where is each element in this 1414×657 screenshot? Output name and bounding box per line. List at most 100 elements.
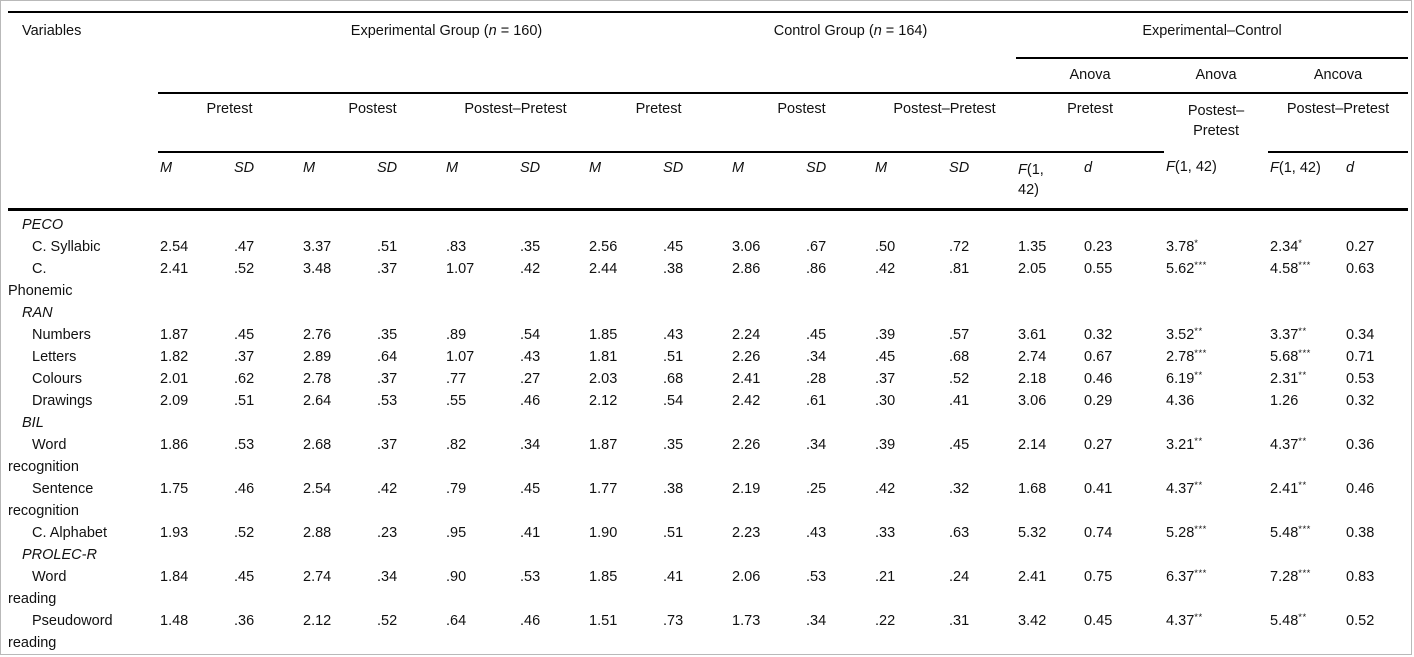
- value-cell: 6.19**: [1166, 370, 1203, 387]
- value-cell: 4.37**: [1166, 480, 1203, 497]
- row-label: Sentence recognition: [8, 481, 94, 519]
- m-header-1: M: [158, 152, 232, 211]
- value-cell: 2.42: [732, 393, 761, 409]
- significance-stars: ***: [1194, 524, 1207, 535]
- significance-stars: **: [1298, 326, 1307, 337]
- sd-header-1: SD: [232, 152, 301, 211]
- sd-header-4: SD: [661, 152, 731, 211]
- value-cell: 0.83: [1346, 569, 1375, 585]
- value-cell: 2.26: [732, 437, 761, 453]
- group-label: PECO: [22, 217, 64, 233]
- value-cell: 2.14: [1018, 437, 1047, 453]
- value-cell: .81: [949, 261, 970, 277]
- significance-stars: ***: [1194, 348, 1207, 359]
- value-cell: 3.06: [1018, 393, 1047, 409]
- value-cell: .52: [949, 371, 970, 387]
- significance-stars: **: [1298, 436, 1307, 447]
- value-cell: 0.46: [1084, 371, 1113, 387]
- value-cell: 0.34: [1346, 327, 1375, 343]
- anova-pretest-header: Anova: [1016, 58, 1165, 94]
- value-cell: .45: [875, 349, 896, 365]
- value-cell: 0.23: [1084, 239, 1113, 255]
- value-cell: 2.24: [732, 327, 761, 343]
- value-cell: 1.84: [160, 569, 189, 585]
- value-cell: 0.27: [1084, 437, 1113, 453]
- value-cell: 0.32: [1084, 327, 1113, 343]
- value-cell: .35: [520, 239, 541, 255]
- value-cell: 1.26: [1270, 393, 1299, 409]
- group-row: RAN: [8, 302, 1408, 324]
- value-cell: 7.28***: [1270, 568, 1311, 585]
- value-cell: 2.41**: [1270, 480, 1307, 497]
- ctrl-postest-pretest-header: Postest–Pretest: [873, 93, 1017, 153]
- data-row: Sentence recognition 1.75 .46 2.54 .42 .79 .45…: [8, 478, 1408, 522]
- value-cell: 1.48: [160, 613, 189, 629]
- value-cell: .38: [663, 261, 684, 277]
- value-cell: .30: [875, 393, 896, 409]
- value-cell: .77: [446, 371, 467, 387]
- value-cell: .43: [806, 525, 827, 541]
- value-cell: 3.48: [303, 261, 332, 277]
- value-cell: .86: [806, 261, 827, 277]
- value-cell: 6.37***: [1166, 568, 1207, 585]
- value-cell: 2.01: [160, 371, 189, 387]
- value-cell: .34: [806, 437, 827, 453]
- value-cell: .64: [446, 613, 467, 629]
- row-label: C. Alphabet: [32, 525, 107, 541]
- value-cell: 1.51: [589, 613, 618, 629]
- value-cell: 2.23: [732, 525, 761, 541]
- m-header-5: M: [730, 152, 805, 211]
- value-cell: 3.37: [303, 239, 332, 255]
- data-row: Drawings 2.09 .51 2.64 .53 .55 .46 2.12 .54 2.42.…: [8, 390, 1408, 412]
- value-cell: .45: [234, 569, 255, 585]
- value-cell: .67: [806, 239, 827, 255]
- value-cell: .51: [663, 525, 684, 541]
- value-cell: .61: [806, 393, 827, 409]
- value-cell: .24: [949, 569, 970, 585]
- row-label: Word reading: [8, 569, 67, 607]
- row-label: Drawings: [32, 393, 93, 409]
- control-group-n: n: [873, 23, 882, 39]
- value-cell: .89: [446, 327, 467, 343]
- significance-stars: **: [1194, 326, 1203, 337]
- value-cell: 2.74: [303, 569, 332, 585]
- value-cell: .64: [377, 349, 398, 365]
- row-label: C. Syllabic: [32, 239, 101, 255]
- anova-pretest-sub-header: Pretest: [1016, 93, 1165, 153]
- value-cell: .72: [949, 239, 970, 255]
- value-cell: 2.41: [1018, 569, 1047, 585]
- value-cell: .55: [446, 393, 467, 409]
- value-cell: .54: [520, 327, 541, 343]
- value-cell: 5.62***: [1166, 260, 1207, 277]
- value-cell: .47: [234, 239, 255, 255]
- value-cell: .52: [377, 613, 398, 629]
- significance-stars: **: [1194, 480, 1203, 491]
- value-cell: 0.27: [1346, 239, 1375, 255]
- variables-header: Variables: [8, 12, 158, 211]
- value-cell: 1.75: [160, 481, 189, 497]
- value-cell: .45: [520, 481, 541, 497]
- value-cell: 2.74: [1018, 349, 1047, 365]
- value-cell: .22: [875, 613, 896, 629]
- value-cell: .45: [806, 327, 827, 343]
- value-cell: 2.78: [303, 371, 332, 387]
- value-cell: 0.71: [1346, 349, 1375, 365]
- d-header-ancova: d: [1344, 152, 1409, 211]
- significance-stars: **: [1194, 436, 1203, 447]
- value-cell: 2.76: [303, 327, 332, 343]
- control-group-label-post: = 164): [881, 23, 928, 39]
- value-cell: 1.35: [1018, 239, 1047, 255]
- value-cell: 5.48**: [1270, 612, 1307, 629]
- header-row-stats: M SD M SD M SD M SD M SD M SD F(1, 42) d…: [8, 152, 1409, 211]
- value-cell: 0.55: [1084, 261, 1113, 277]
- control-group-label-pre: Control Group (: [773, 23, 874, 39]
- value-cell: 1.87: [160, 327, 189, 343]
- table-body: PECO C. Syllabic 2.54 .47 3.37 .51 .83 .35 2.56.…: [8, 210, 1408, 655]
- value-cell: 2.88: [303, 525, 332, 541]
- experimental-group-label-pre: Experimental Group (: [350, 23, 489, 39]
- value-cell: .35: [663, 437, 684, 453]
- value-cell: 3.21**: [1166, 436, 1203, 453]
- value-cell: 0.29: [1084, 393, 1113, 409]
- significance-stars: ***: [1298, 348, 1311, 359]
- value-cell: .37: [377, 371, 398, 387]
